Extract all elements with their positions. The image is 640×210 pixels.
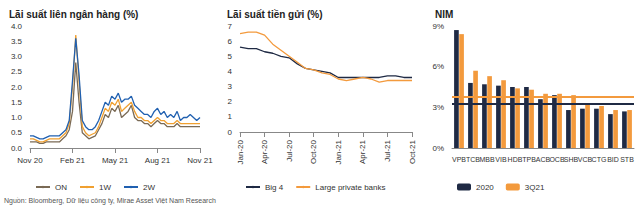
svg-text:Large private banks: Large private banks bbox=[315, 183, 385, 192]
svg-text:4: 4 bbox=[228, 67, 233, 76]
svg-text:3.5: 3.5 bbox=[11, 37, 23, 46]
svg-text:OCB: OCB bbox=[549, 156, 565, 163]
svg-text:2020: 2020 bbox=[476, 183, 494, 192]
svg-text:Oct-21: Oct-21 bbox=[408, 139, 417, 164]
svg-text:CTG: CTG bbox=[592, 156, 607, 163]
svg-text:7: 7 bbox=[228, 22, 233, 31]
svg-text:3: 3 bbox=[228, 82, 233, 91]
svg-text:1W: 1W bbox=[99, 183, 111, 192]
svg-text:VCB: VCB bbox=[578, 156, 593, 163]
svg-text:Oct-20: Oct-20 bbox=[309, 139, 318, 164]
svg-text:1: 1 bbox=[228, 112, 233, 121]
svg-text:6%: 6% bbox=[432, 62, 444, 71]
svg-text:ACB: ACB bbox=[536, 156, 551, 163]
svg-text:3Q21: 3Q21 bbox=[525, 183, 545, 192]
svg-text:Aug 21: Aug 21 bbox=[145, 156, 171, 165]
svg-text:TCB: TCB bbox=[466, 156, 480, 163]
svg-text:Lãi suất liên ngân hàng (%): Lãi suất liên ngân hàng (%) bbox=[9, 9, 138, 20]
svg-text:BID: BID bbox=[607, 156, 619, 163]
svg-text:Nov 21: Nov 21 bbox=[187, 156, 213, 165]
svg-text:TPB: TPB bbox=[522, 156, 536, 163]
svg-text:2.5: 2.5 bbox=[11, 67, 23, 76]
svg-text:5: 5 bbox=[228, 52, 233, 61]
svg-text:3.0: 3.0 bbox=[11, 52, 23, 61]
svg-text:MBB: MBB bbox=[479, 156, 495, 163]
svg-text:0: 0 bbox=[228, 128, 233, 137]
svg-text:ON: ON bbox=[55, 183, 67, 192]
svg-text:2.0: 2.0 bbox=[11, 83, 23, 92]
svg-text:Apr-20: Apr-20 bbox=[260, 139, 269, 164]
svg-text:Jan-21: Jan-21 bbox=[334, 139, 343, 164]
svg-text:Big 4: Big 4 bbox=[265, 183, 284, 192]
svg-text:1.5: 1.5 bbox=[11, 98, 23, 107]
svg-text:0.0: 0.0 bbox=[11, 144, 23, 153]
svg-text:VPB: VPB bbox=[452, 156, 466, 163]
svg-text:SHB: SHB bbox=[564, 156, 579, 163]
svg-text:STB: STB bbox=[620, 156, 634, 163]
svg-text:VIB: VIB bbox=[495, 156, 507, 163]
svg-text:2: 2 bbox=[228, 97, 233, 106]
svg-text:4.0: 4.0 bbox=[11, 22, 23, 31]
svg-text:0%: 0% bbox=[432, 144, 444, 153]
svg-text:9%: 9% bbox=[432, 22, 444, 31]
svg-text:Jul-21: Jul-21 bbox=[383, 139, 392, 161]
svg-text:Nov 20: Nov 20 bbox=[17, 156, 43, 165]
svg-text:Apr-21: Apr-21 bbox=[358, 139, 367, 164]
svg-text:Jan-20: Jan-20 bbox=[236, 139, 245, 164]
svg-text:0.5: 0.5 bbox=[11, 128, 23, 137]
svg-text:Lãi suất tiền gửi (%): Lãi suất tiền gửi (%) bbox=[227, 9, 323, 20]
svg-text:NIM: NIM bbox=[435, 9, 453, 20]
svg-text:Jul-20: Jul-20 bbox=[285, 139, 294, 161]
svg-text:Feb 21: Feb 21 bbox=[60, 156, 85, 165]
svg-text:HDB: HDB bbox=[508, 156, 523, 163]
svg-text:2W: 2W bbox=[143, 183, 155, 192]
svg-text:1.0: 1.0 bbox=[11, 113, 23, 122]
svg-text:6: 6 bbox=[228, 37, 233, 46]
svg-text:3%: 3% bbox=[432, 103, 444, 112]
svg-text:Nguồn: Bloomberg, Dữ liệu công: Nguồn: Bloomberg, Dữ liệu công ty, Mirae… bbox=[4, 196, 216, 205]
svg-text:May 21: May 21 bbox=[102, 156, 129, 165]
